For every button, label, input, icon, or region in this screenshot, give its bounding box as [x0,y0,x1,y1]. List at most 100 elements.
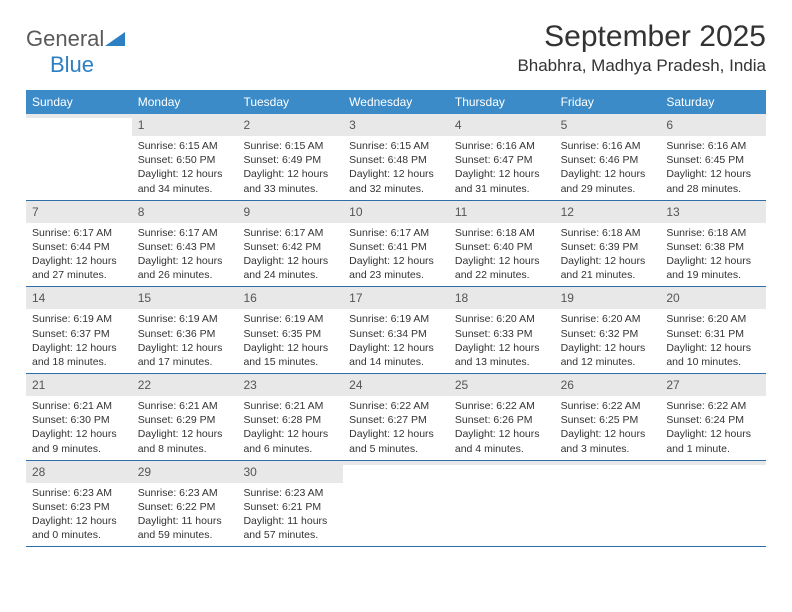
daylight-text: Daylight: 12 hours and 21 minutes. [561,254,655,282]
day-number-row: 3 [343,114,449,136]
day-cell [660,461,766,547]
day-number: 12 [561,205,574,219]
week-row: 21Sunrise: 6:21 AMSunset: 6:30 PMDayligh… [26,374,766,461]
day-body: Sunrise: 6:17 AMSunset: 6:43 PMDaylight:… [132,223,238,287]
day-number: 10 [349,205,362,219]
sunrise-text: Sunrise: 6:18 AM [561,226,655,240]
sunset-text: Sunset: 6:31 PM [666,327,760,341]
daylight-text: Daylight: 11 hours and 57 minutes. [243,514,337,542]
day-number-row: 4 [449,114,555,136]
day-number-row: 26 [555,374,661,396]
day-number-row: 24 [343,374,449,396]
sunrise-text: Sunrise: 6:20 AM [455,312,549,326]
sunset-text: Sunset: 6:26 PM [455,413,549,427]
sunset-text: Sunset: 6:35 PM [243,327,337,341]
day-body: Sunrise: 6:22 AMSunset: 6:24 PMDaylight:… [660,396,766,460]
day-cell: 18Sunrise: 6:20 AMSunset: 6:33 PMDayligh… [449,287,555,373]
day-number-row: 19 [555,287,661,309]
sunset-text: Sunset: 6:34 PM [349,327,443,341]
day-cell: 10 Sunrise: 6:17 AMSunset: 6:41 PMDayligh… [343,201,449,287]
day-body: Sunrise: 6:22 AMSunset: 6:25 PMDaylight:… [555,396,661,460]
day-cell: 2Sunrise: 6:15 AMSunset: 6:49 PMDaylight… [237,114,343,200]
day-number-row: 29 [132,461,238,483]
day-body: Sunrise: 6:15 AMSunset: 6:48 PMDaylight:… [343,136,449,200]
daylight-text: Daylight: 12 hours and 28 minutes. [666,167,760,195]
weekday-header: Tuesday [237,90,343,114]
calendar-page: General Blue September 2025 Bhabhra, Mad… [0,0,792,547]
sunset-text: Sunset: 6:25 PM [561,413,655,427]
weekday-header: Monday [132,90,238,114]
day-cell: 5Sunrise: 6:16 AMSunset: 6:46 PMDaylight… [555,114,661,200]
daylight-text: Daylight: 12 hours and 19 minutes. [666,254,760,282]
day-number: 21 [32,378,45,392]
week-row: 14Sunrise: 6:19 AMSunset: 6:37 PMDayligh… [26,287,766,374]
daylight-text: Daylight: 12 hours and 14 minutes. [349,341,443,369]
logo-triangle-icon [105,32,125,51]
day-number: 18 [455,291,468,305]
day-body: Sunrise: 6:19 AMSunset: 6:35 PMDaylight:… [237,309,343,373]
sunset-text: Sunset: 6:32 PM [561,327,655,341]
sunrise-text: Sunrise: 6:23 AM [243,486,337,500]
sunrise-text: Sunrise: 6:20 AM [666,312,760,326]
day-cell: 16Sunrise: 6:19 AMSunset: 6:35 PMDayligh… [237,287,343,373]
day-cell: 30 Sunrise: 6:23 AMSunset: 6:21 PMDayligh… [237,461,343,547]
day-cell: 15Sunrise: 6:19 AMSunset: 6:36 PMDayligh… [132,287,238,373]
day-body [343,465,449,515]
day-number: 6 [666,118,673,132]
day-cell: 20Sunrise: 6:20 AMSunset: 6:31 PMDayligh… [660,287,766,373]
day-body [26,118,132,168]
day-number: 22 [138,378,151,392]
day-number-row: 11 [449,201,555,223]
day-cell: 11Sunrise: 6:18 AMSunset: 6:40 PMDayligh… [449,201,555,287]
day-number: 17 [349,291,362,305]
day-body: Sunrise: 6:18 AMSunset: 6:39 PMDaylight:… [555,223,661,287]
day-number-row: 23 [237,374,343,396]
weekday-header-row: Sunday Monday Tuesday Wednesday Thursday… [26,90,766,114]
day-body: Sunrise: 6:17 AMSunset: 6:44 PMDaylight:… [26,223,132,287]
day-body: Sunrise: 6:16 AMSunset: 6:46 PMDaylight:… [555,136,661,200]
sunrise-text: Sunrise: 6:21 AM [243,399,337,413]
day-body: Sunrise: 6:20 AMSunset: 6:31 PMDaylight:… [660,309,766,373]
day-body: Sunrise: 6:22 AMSunset: 6:27 PMDaylight:… [343,396,449,460]
day-cell: 17 Sunrise: 6:19 AMSunset: 6:34 PMDayligh… [343,287,449,373]
sunset-text: Sunset: 6:42 PM [243,240,337,254]
day-body: Sunrise: 6:21 AMSunset: 6:28 PMDaylight:… [237,396,343,460]
day-number-row: 12 [555,201,661,223]
sunrise-text: Sunrise: 6:23 AM [32,486,126,500]
sunset-text: Sunset: 6:48 PM [349,153,443,167]
day-number-row: 14 [26,287,132,309]
sunrise-text: Sunrise: 6:17 AM [138,226,232,240]
sunset-text: Sunset: 6:33 PM [455,327,549,341]
daylight-text: Daylight: 12 hours and 6 minutes. [243,427,337,455]
day-cell: 23Sunrise: 6:21 AMSunset: 6:28 PMDayligh… [237,374,343,460]
sunset-text: Sunset: 6:21 PM [243,500,337,514]
daylight-text: Daylight: 12 hours and 18 minutes. [32,341,126,369]
day-cell: 24Sunrise: 6:22 AMSunset: 6:27 PMDayligh… [343,374,449,460]
sunrise-text: Sunrise: 6:22 AM [666,399,760,413]
sunset-text: Sunset: 6:36 PM [138,327,232,341]
header: General Blue September 2025 Bhabhra, Mad… [26,20,766,78]
day-number-row: 6 [660,114,766,136]
day-number-row: 28 [26,461,132,483]
sunrise-text: Sunrise: 6:19 AM [32,312,126,326]
daylight-text: Daylight: 12 hours and 3 minutes. [561,427,655,455]
day-body: Sunrise: 6:19 AMSunset: 6:34 PMDaylight:… [343,309,449,373]
weekday-header: Saturday [660,90,766,114]
sunset-text: Sunset: 6:37 PM [32,327,126,341]
logo-word-2: Blue [26,52,94,77]
day-body: Sunrise: 6:17 AMSunset: 6:41 PMDaylight:… [343,223,449,287]
day-body: Sunrise: 6:22 AMSunset: 6:26 PMDaylight:… [449,396,555,460]
day-body: Sunrise: 6:19 AMSunset: 6:37 PMDaylight:… [26,309,132,373]
daylight-text: Daylight: 12 hours and 4 minutes. [455,427,549,455]
sunset-text: Sunset: 6:28 PM [243,413,337,427]
day-number-row: 16 [237,287,343,309]
day-number: 30 [243,465,256,479]
day-cell: 22Sunrise: 6:21 AMSunset: 6:29 PMDayligh… [132,374,238,460]
day-number-row: 27 [660,374,766,396]
day-number: 13 [666,205,679,219]
day-number-row: 30 [237,461,343,483]
week-row: 7Sunrise: 6:17 AMSunset: 6:44 PMDaylight… [26,201,766,288]
daylight-text: Daylight: 12 hours and 10 minutes. [666,341,760,369]
sunrise-text: Sunrise: 6:17 AM [32,226,126,240]
day-cell [449,461,555,547]
